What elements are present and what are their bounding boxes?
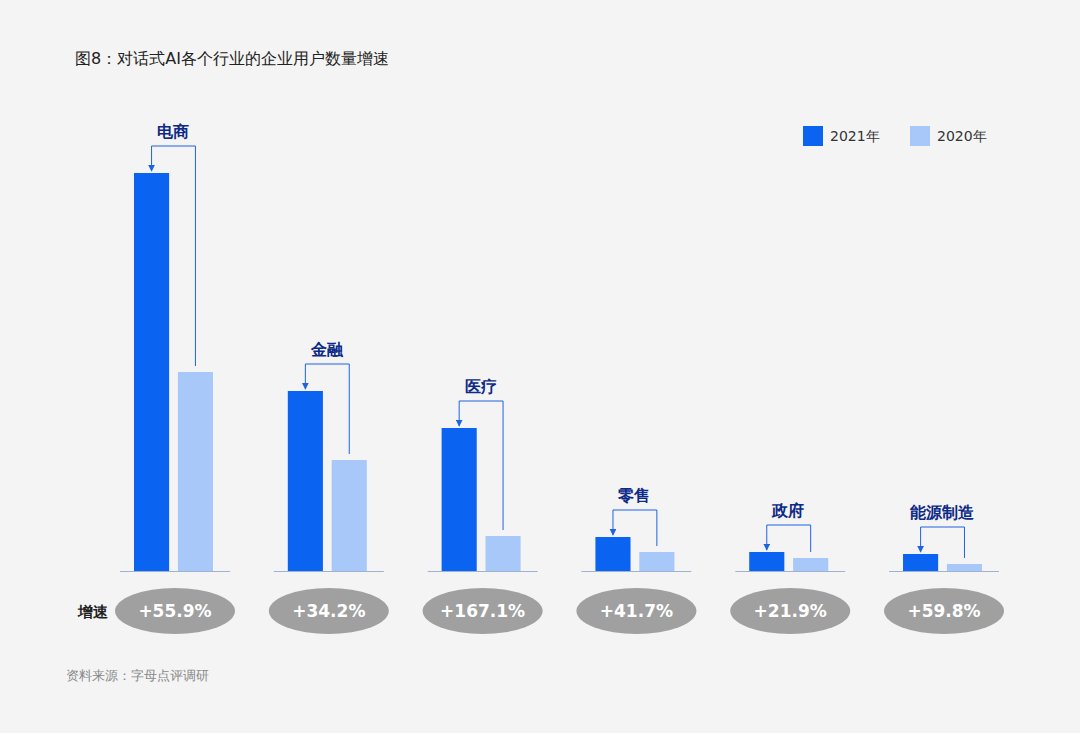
bracket-arrow <box>921 527 965 558</box>
x-axis <box>120 571 999 572</box>
bar <box>639 552 674 571</box>
bar <box>442 428 477 571</box>
baseline <box>889 571 999 572</box>
category-label: 电商 <box>157 122 189 141</box>
legend-label: 2020年 <box>937 128 987 144</box>
bar <box>486 536 521 571</box>
bar <box>332 460 367 571</box>
bracket-arrow <box>767 525 811 552</box>
baseline <box>735 571 845 572</box>
title: 图8：对话式AI各个行业的企业用户数量增速 <box>75 49 389 68</box>
growth-badge <box>115 588 235 634</box>
category-label: 金融 <box>310 340 344 359</box>
chart: 图8：对话式AI各个行业的企业用户数量增速电商金融医疗零售政府 能源制造 2021年… <box>0 0 1080 733</box>
legend-swatch <box>803 126 823 146</box>
bars <box>134 173 982 571</box>
bar <box>288 391 323 571</box>
bracket-arrow <box>459 401 503 530</box>
category-label: 能源制造 <box>910 503 975 522</box>
bar <box>134 173 169 571</box>
category-label: 医疗 <box>465 377 497 396</box>
growth-badge <box>884 588 1004 634</box>
bar <box>903 554 938 571</box>
growth-badge <box>423 588 543 634</box>
legend-swatch <box>910 126 930 146</box>
background <box>0 0 1080 733</box>
bar <box>595 537 630 571</box>
growth-label: +41.7% <box>600 601 673 621</box>
growth-badge <box>730 588 850 634</box>
bar <box>749 552 784 571</box>
bracket-arrow <box>152 146 196 366</box>
growth-label: +21.9% <box>754 601 827 621</box>
growth-label: +59.8% <box>907 601 980 621</box>
growth-title: 增速 <box>77 603 109 621</box>
growth-label: +34.2% <box>292 601 365 621</box>
bracket-arrow <box>613 510 657 546</box>
legend: 2021年 2020年 <box>803 126 987 146</box>
baseline <box>120 571 230 572</box>
baseline <box>428 571 538 572</box>
growth-label: +167.1% <box>440 601 525 621</box>
baseline <box>581 571 691 572</box>
growth-badge <box>576 588 696 634</box>
bar <box>793 558 828 571</box>
baseline <box>274 571 384 572</box>
category-annotations: 电商金融医疗零售政府 能源制造 <box>152 122 975 558</box>
bracket-arrow <box>305 364 349 454</box>
growth-row: 增速 +55.9% +34.2% +167.1% +41.7% +21.9% +59.8% <box>77 588 1004 634</box>
category-label: 零售 <box>617 486 650 505</box>
category-label: 政府 <box>771 501 804 520</box>
growth-badge <box>269 588 389 634</box>
bar <box>178 372 213 571</box>
source: 资料来源：字母点评调研 <box>66 668 209 683</box>
bar <box>947 564 982 571</box>
growth-label: +55.9% <box>138 601 211 621</box>
legend-label: 2021年 <box>830 128 880 144</box>
